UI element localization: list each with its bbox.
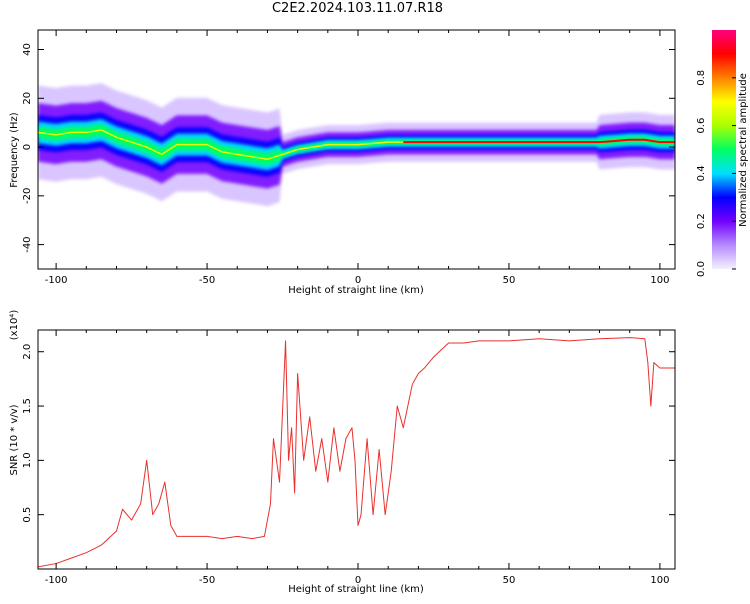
colorbar-tick-label: 0.4 xyxy=(696,165,707,181)
spectrogram-y-tick-label: 40 xyxy=(22,43,33,56)
snr-data xyxy=(38,337,675,568)
spectrogram-y-tick-label: 20 xyxy=(22,92,33,105)
spectrogram-x-tick-label: -100 xyxy=(45,275,68,286)
snr-x-tick-label: 0 xyxy=(355,575,361,586)
snr-y-tick-label: 1.0 xyxy=(22,452,33,468)
snr-series-line xyxy=(38,337,675,568)
snr-x-tick-label: 100 xyxy=(650,575,669,586)
colorbar-tick-label: 0.2 xyxy=(696,213,707,229)
chart-title: C2E2.2024.103.11.07.R18 xyxy=(271,1,444,16)
snr-axes: -100 -50 0 50 100 0.5 1.0 1.5 2.0 xyxy=(22,330,675,586)
snr-panel: -100 -50 0 50 100 0.5 1.0 1.5 2.0 Height of stra… xyxy=(9,310,676,595)
spectrogram-x-tick-label: -50 xyxy=(199,275,215,286)
spectrogram-x-tick-label: 0 xyxy=(355,275,361,286)
snr-plot-area xyxy=(38,330,675,569)
colorbar-axes: 0.0 0.2 0.4 0.6 0.8 xyxy=(696,70,736,277)
spectrogram-ridge-core xyxy=(403,138,675,144)
colorbar-label: Normalized spectral amplitude xyxy=(738,73,749,227)
snr-frame xyxy=(37,329,676,570)
spectrogram-panel: -100 -50 0 50 100 -40 -20 0 20 40 Height of strai… xyxy=(9,29,676,296)
snr-x-tick-label: -100 xyxy=(45,575,68,586)
spectrogram-y-tick-label: -20 xyxy=(22,188,33,204)
spectrogram-frame xyxy=(37,29,676,270)
colorbar-bar xyxy=(712,30,736,269)
snr-ylabel: SNR (10 * v/v) xyxy=(9,404,20,475)
snr-y-tick-label: 1.5 xyxy=(22,398,33,414)
spectrogram-xlabel: Height of straight line (km) xyxy=(288,285,424,296)
colorbar-tick-label: 0.0 xyxy=(696,261,707,277)
spectrogram-x-tick-label: 100 xyxy=(650,275,669,286)
snr-multiplier: (x10⁴) xyxy=(9,310,20,341)
spectrogram-ylabel: Frequency (Hz) xyxy=(9,112,20,188)
snr-y-tick-label: 2.0 xyxy=(22,344,33,360)
colorbar-tick-label: 0.6 xyxy=(696,118,707,134)
colorbar: 0.0 0.2 0.4 0.6 0.8 Normalized spectral ampl… xyxy=(696,30,749,277)
colorbar-tick-label: 0.8 xyxy=(696,70,707,86)
spectrogram-x-tick-label: 50 xyxy=(503,275,516,286)
snr-x-tick-label: 50 xyxy=(503,575,516,586)
spectrogram-data xyxy=(38,83,675,207)
snr-xlabel: Height of straight line (km) xyxy=(288,584,424,595)
spectrogram-axes: -100 -50 0 50 100 -40 -20 0 20 40 xyxy=(22,30,675,286)
snr-y-tick-label: 0.5 xyxy=(22,507,33,523)
spectrogram-y-tick-label: 0 xyxy=(22,144,33,150)
snr-x-tick-label: -50 xyxy=(199,575,215,586)
spectrogram-y-tick-label: -40 xyxy=(22,236,33,252)
